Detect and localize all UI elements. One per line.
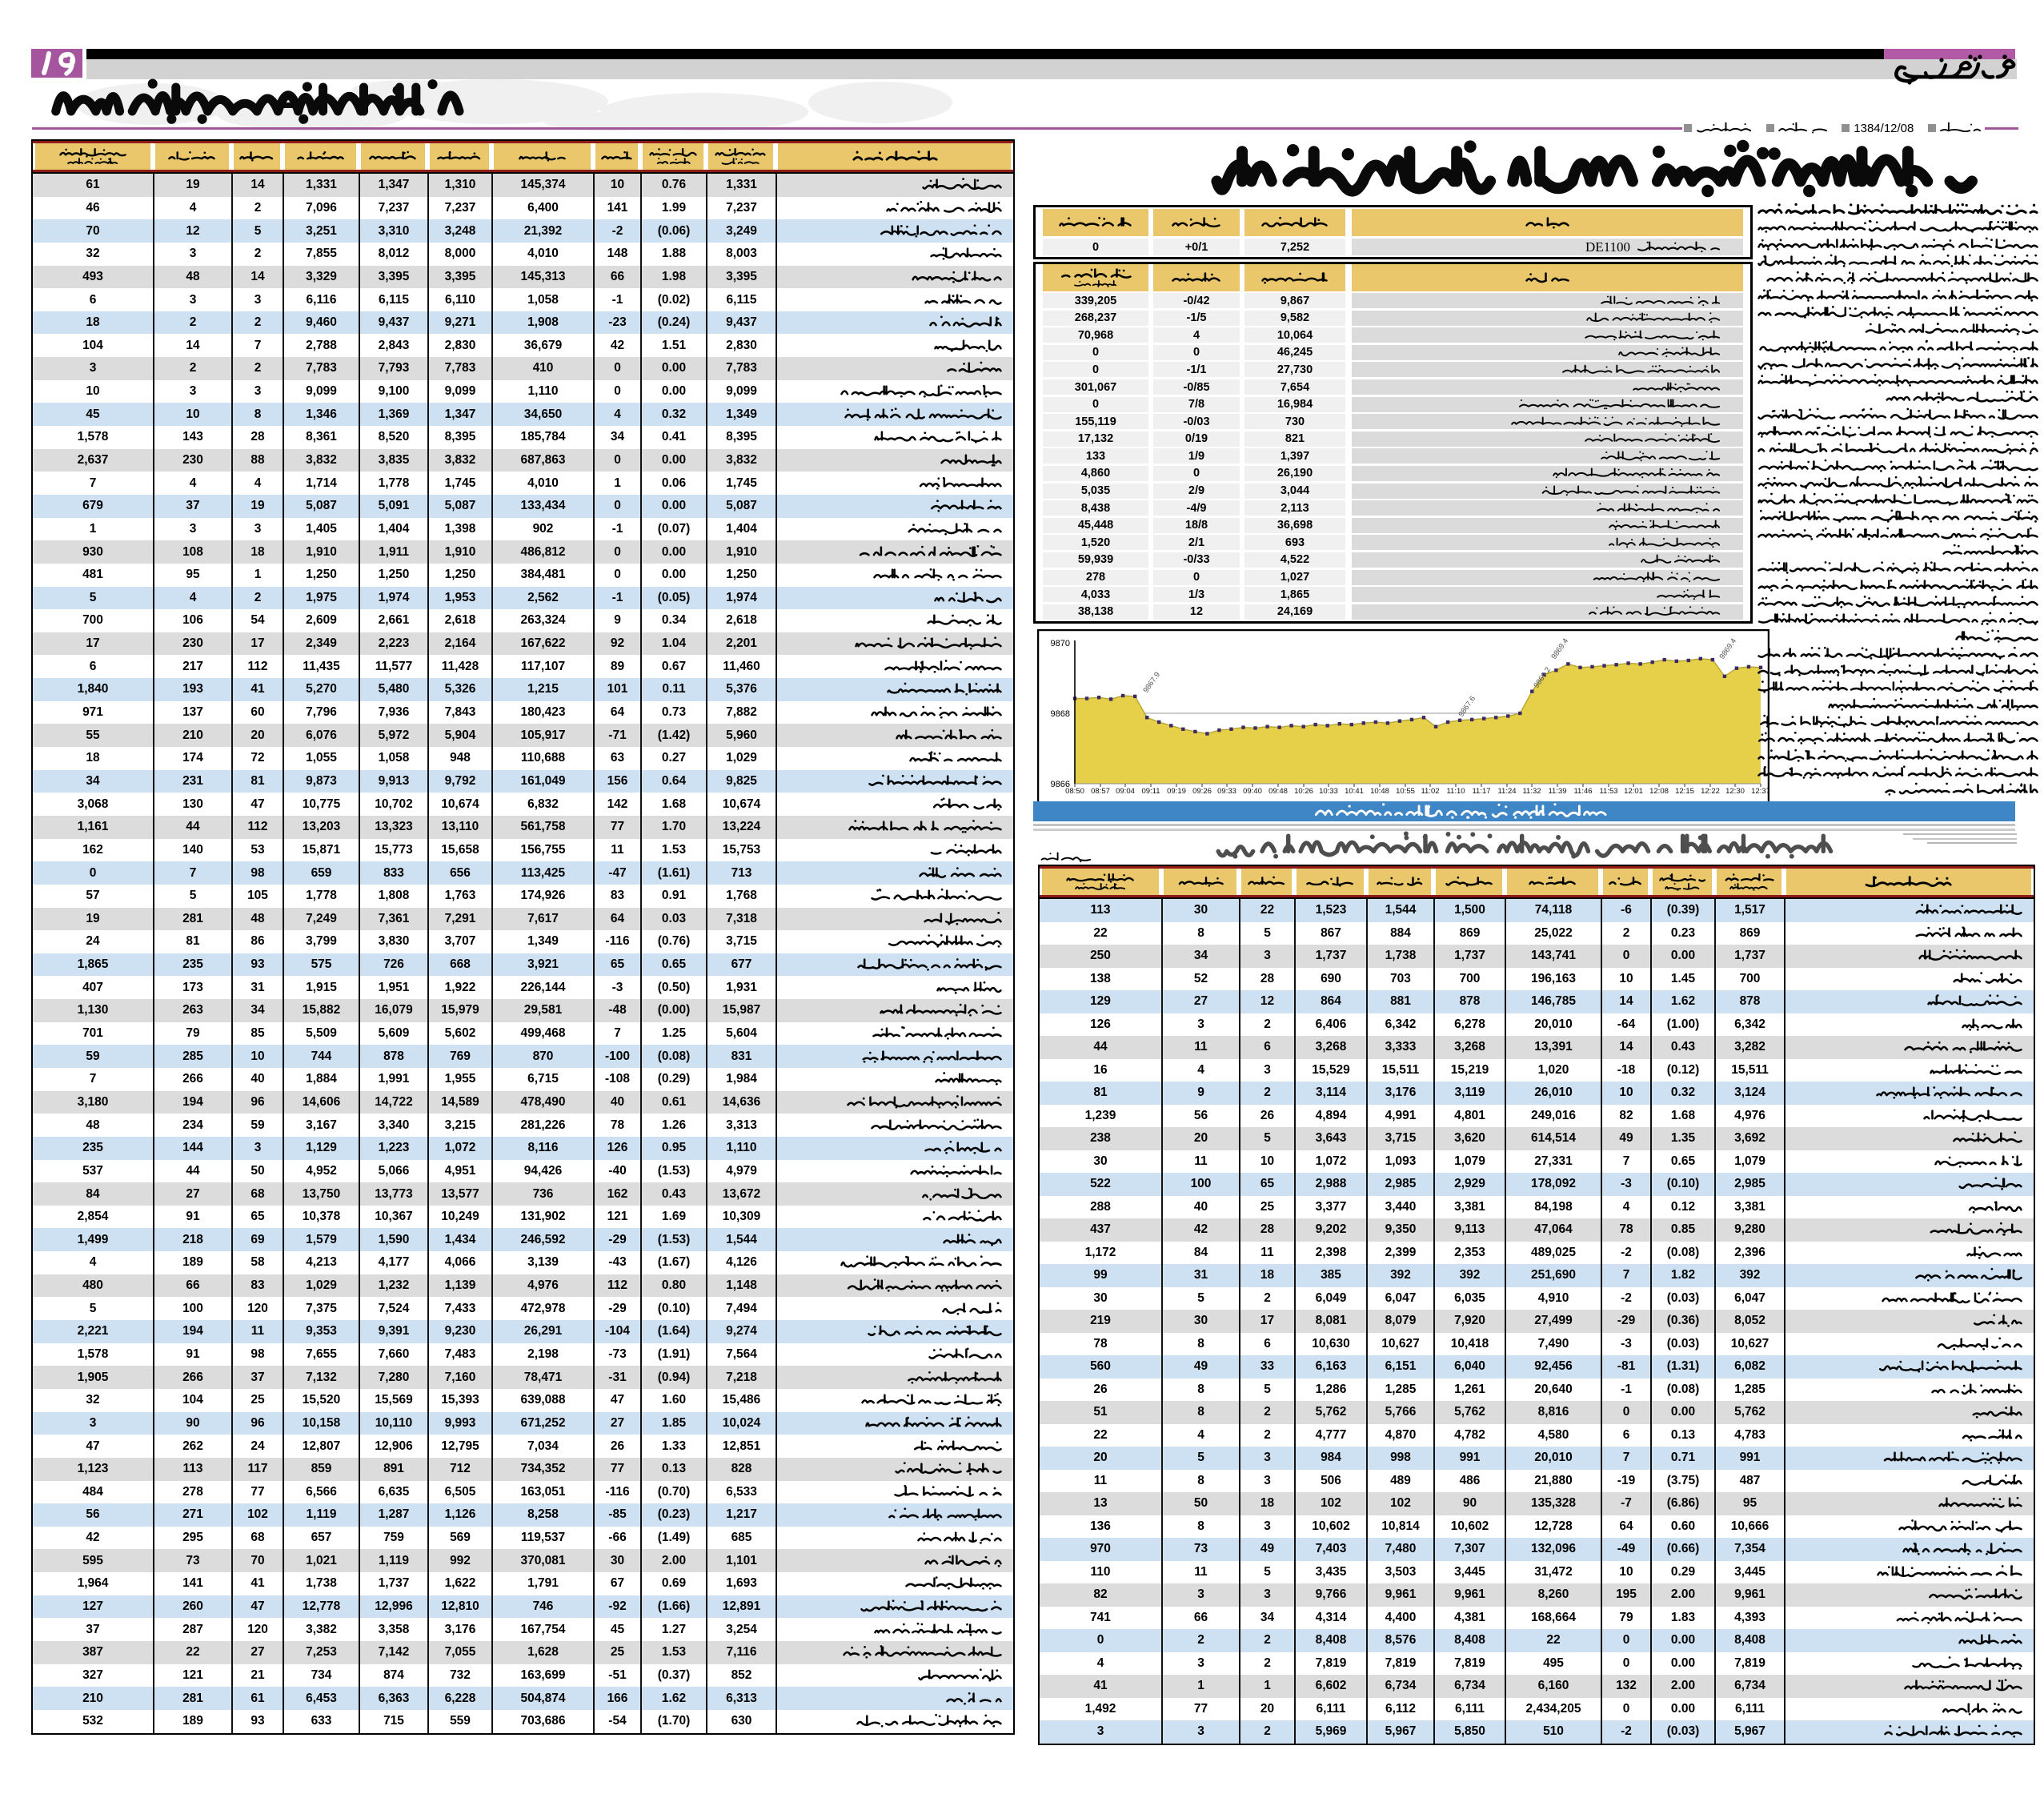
svg-text:9866: 9866	[1051, 780, 1070, 789]
svg-text:08:50: 08:50	[1065, 787, 1084, 796]
svg-text:12:01: 12:01	[1624, 787, 1643, 796]
svg-text:09:19: 09:19	[1167, 787, 1186, 796]
svg-text:9870: 9870	[1051, 639, 1070, 648]
svg-text:09:04: 09:04	[1116, 787, 1135, 796]
svg-text:11:53: 11:53	[1599, 787, 1617, 796]
svg-text:08:57: 08:57	[1091, 787, 1110, 796]
svg-text:11:10: 11:10	[1446, 787, 1465, 796]
svg-text:11:17: 11:17	[1472, 787, 1490, 796]
svg-text:09:48: 09:48	[1268, 787, 1288, 796]
svg-text:12:15: 12:15	[1675, 787, 1694, 796]
svg-text:11:32: 11:32	[1522, 787, 1541, 796]
svg-text:10:41: 10:41	[1345, 787, 1364, 796]
svg-text:12:37: 12:37	[1751, 787, 1769, 796]
svg-text:11:46: 11:46	[1573, 787, 1592, 796]
svg-text:11:02: 11:02	[1421, 787, 1439, 796]
svg-text:10:33: 10:33	[1319, 787, 1338, 796]
svg-text:10:48: 10:48	[1370, 787, 1389, 796]
svg-text:9868: 9868	[1051, 709, 1070, 719]
svg-text:09:11: 09:11	[1141, 787, 1160, 796]
svg-text:11:39: 11:39	[1548, 787, 1566, 796]
svg-text:10:55: 10:55	[1396, 787, 1415, 796]
svg-text:09:33: 09:33	[1217, 787, 1236, 796]
svg-text:09:26: 09:26	[1192, 787, 1212, 796]
svg-text:12:30: 12:30	[1725, 787, 1745, 796]
svg-text:10:26: 10:26	[1294, 787, 1313, 796]
svg-text:12:22: 12:22	[1701, 787, 1720, 796]
svg-text:11:24: 11:24	[1497, 787, 1516, 796]
svg-text:12:08: 12:08	[1649, 787, 1669, 796]
svg-text:09:40: 09:40	[1243, 787, 1262, 796]
